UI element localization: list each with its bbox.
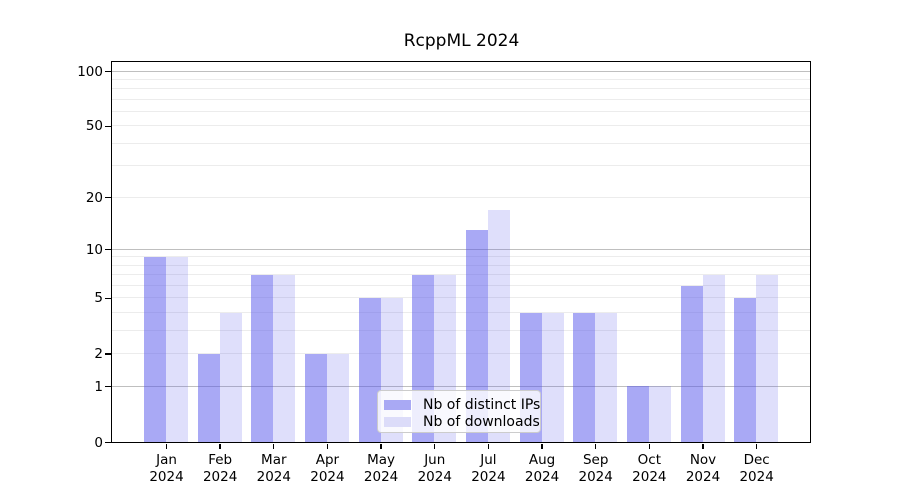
y-tick-label: 1: [94, 378, 103, 395]
gridline-minor: [112, 256, 810, 258]
x-tick-label: Jul 2024: [471, 452, 506, 485]
x-tick-label: Jan 2024: [149, 452, 184, 485]
gridline-minor: [112, 274, 810, 276]
bar-downloads-oct: [648, 386, 671, 442]
gridline-major: [112, 70, 810, 72]
bar-ips-jan: [144, 256, 166, 442]
gridline-minor: [112, 142, 810, 144]
y-tick-mark: [105, 249, 111, 251]
y-tick-mark: [105, 441, 111, 444]
y-tick-label: 20: [85, 189, 103, 206]
bar-ips-may: [358, 297, 381, 442]
bar-downloads-mar: [273, 274, 296, 442]
y-tick-label: 100: [77, 63, 103, 80]
gridline-minor: [112, 285, 810, 287]
x-tick-mark: [380, 444, 382, 449]
grid-layer: [112, 62, 810, 442]
legend-item-distinct-ips: Nb of distinct IPs: [384, 396, 540, 413]
legend-swatch-downloads: [384, 416, 411, 427]
gridline-minor: [112, 78, 810, 80]
y-tick-mark: [105, 297, 111, 300]
gridline-minor: [112, 330, 810, 332]
y-tick-mark: [105, 386, 111, 388]
x-tick-mark: [755, 444, 758, 449]
chart-title: RcppML 2024: [403, 31, 520, 51]
gridline-minor: [112, 125, 810, 127]
gridline-minor: [112, 264, 810, 266]
legend: Nb of distinct IPs Nb of downloads: [377, 390, 541, 433]
y-tick-mark: [105, 125, 111, 128]
bar-downloads-nov: [702, 274, 725, 442]
x-tick-mark: [434, 444, 436, 449]
gridline-minor: [112, 196, 810, 198]
y-tick-label: 2: [94, 346, 103, 363]
y-tick-label: 0: [94, 434, 103, 451]
x-tick-label: Feb 2024: [202, 452, 238, 485]
y-tick-label: 10: [85, 241, 103, 258]
y-tick-mark: [105, 70, 111, 73]
bar-ips-dec: [734, 297, 757, 442]
bars-layer: [112, 62, 810, 442]
bar-ips-apr: [304, 353, 327, 442]
bar-ips-mar: [251, 274, 274, 442]
gridline-minor: [112, 88, 810, 90]
x-tick-label: Nov 2024: [685, 452, 721, 485]
x-tick-mark: [487, 444, 490, 449]
gridline-minor: [112, 297, 810, 299]
gridline-minor: [112, 111, 810, 113]
x-tick-mark: [541, 444, 543, 449]
x-tick-label: Jun 2024: [417, 452, 452, 485]
bar-ips-nov: [680, 285, 703, 442]
x-tick-label: Sep 2024: [578, 452, 613, 485]
gridline-minor: [112, 98, 810, 100]
bar-ips-oct: [626, 386, 649, 442]
bar-downloads-jul: [487, 209, 510, 442]
x-tick-mark: [165, 444, 168, 449]
bar-downloads-aug: [541, 312, 564, 442]
plot-area: Nb of distinct IPs Nb of downloads: [111, 61, 811, 443]
gridline-minor: [112, 165, 810, 167]
y-tick-label: 50: [85, 118, 103, 135]
y-tick-label: 5: [94, 290, 103, 307]
y-tick-mark: [105, 353, 111, 355]
x-tick-label: Mar 2024: [256, 452, 291, 485]
bar-ips-sep: [573, 312, 596, 442]
gridline-major: [112, 248, 810, 250]
x-tick-mark: [219, 444, 221, 449]
bar-downloads-apr: [326, 353, 349, 442]
y-tick-mark: [105, 197, 111, 199]
x-tick-mark: [273, 444, 275, 449]
x-tick-label: Oct 2024: [632, 452, 667, 485]
legend-swatch-distinct-ips: [384, 399, 411, 410]
x-tick-mark: [595, 444, 597, 449]
gridline-minor: [112, 312, 810, 314]
x-tick-label: Aug 2024: [524, 452, 560, 485]
bar-downloads-jan: [166, 256, 188, 442]
x-tick-mark: [326, 444, 329, 449]
bar-downloads-dec: [756, 274, 779, 442]
bar-ips-jul: [465, 229, 488, 442]
x-tick-label: Dec 2024: [739, 452, 774, 485]
gridline-minor: [112, 353, 810, 355]
x-tick-mark: [702, 444, 704, 449]
bar-ips-feb: [197, 353, 220, 442]
x-tick-mark: [648, 444, 651, 449]
legend-label-downloads: Nb of downloads: [423, 413, 540, 430]
bar-downloads-feb: [219, 312, 242, 442]
gridline-major: [112, 385, 810, 387]
x-tick-label: May 2024: [363, 452, 399, 485]
x-tick-label: Apr 2024: [310, 452, 345, 485]
legend-label-distinct-ips: Nb of distinct IPs: [423, 396, 541, 413]
legend-item-downloads: Nb of downloads: [384, 413, 540, 430]
bar-downloads-sep: [595, 312, 618, 442]
